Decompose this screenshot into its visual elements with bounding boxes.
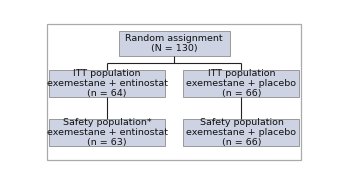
Text: (n = 66): (n = 66) — [222, 138, 261, 147]
Text: exemestane + entinostat: exemestane + entinostat — [47, 128, 168, 137]
Text: (N = 130): (N = 130) — [151, 44, 198, 53]
Text: Safety population*: Safety population* — [63, 118, 151, 127]
Text: ITT population: ITT population — [73, 69, 141, 78]
Text: Random assignment: Random assignment — [125, 34, 223, 43]
Text: exemestane + entinostat: exemestane + entinostat — [47, 79, 168, 88]
Text: (n = 66): (n = 66) — [222, 89, 261, 98]
Text: (n = 64): (n = 64) — [87, 89, 127, 98]
Text: Safety population: Safety population — [200, 118, 283, 127]
FancyBboxPatch shape — [119, 31, 230, 56]
Text: (n = 63): (n = 63) — [87, 138, 127, 147]
Text: exemestane + placebo: exemestane + placebo — [186, 79, 296, 88]
FancyBboxPatch shape — [49, 119, 165, 146]
Text: exemestane + placebo: exemestane + placebo — [186, 128, 296, 137]
FancyBboxPatch shape — [184, 119, 300, 146]
FancyBboxPatch shape — [184, 70, 300, 97]
FancyBboxPatch shape — [49, 70, 165, 97]
Text: ITT population: ITT population — [208, 69, 275, 78]
